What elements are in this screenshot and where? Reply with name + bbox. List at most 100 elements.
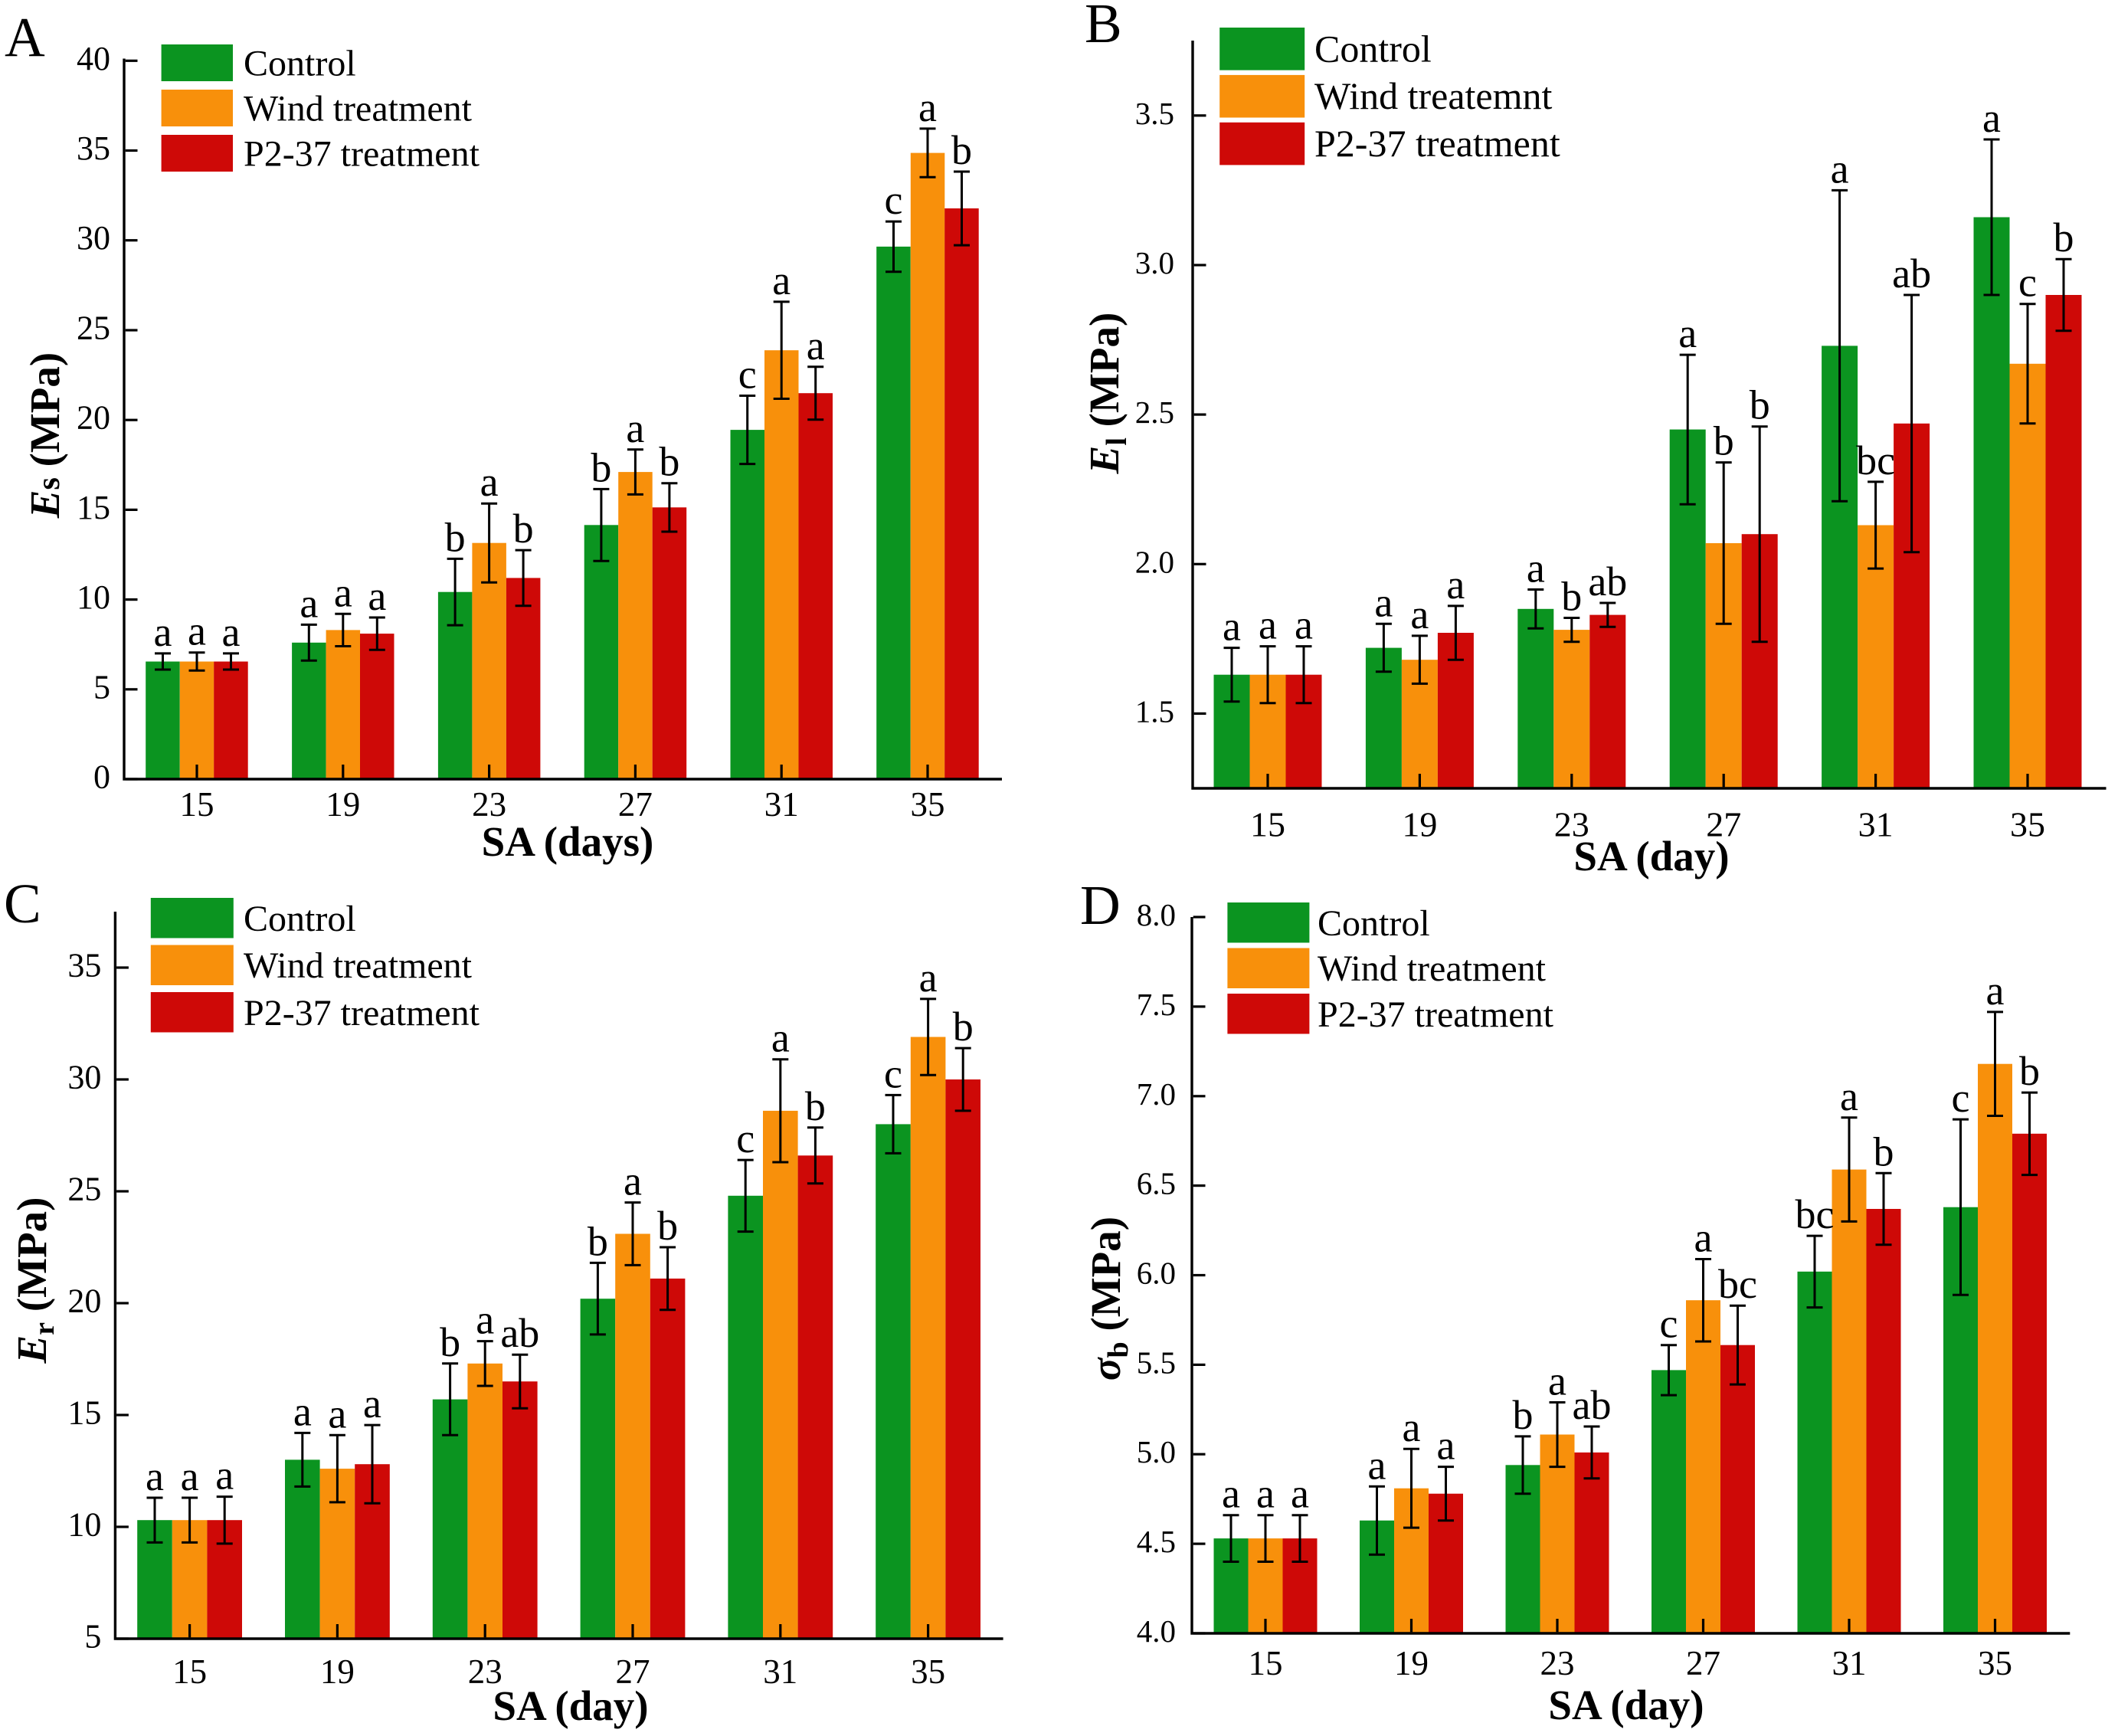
- svg-text:a: a: [334, 569, 352, 615]
- svg-text:a: a: [1840, 1073, 1858, 1119]
- svg-text:C: C: [4, 873, 41, 935]
- svg-text:6.0: 6.0: [1137, 1256, 1176, 1291]
- svg-text:19: 19: [1402, 805, 1437, 844]
- svg-text:19: 19: [320, 1652, 355, 1691]
- svg-text:a: a: [215, 1453, 234, 1499]
- svg-text:27: 27: [618, 785, 653, 824]
- svg-text:35: 35: [67, 947, 101, 984]
- svg-text:a: a: [1222, 1471, 1240, 1517]
- svg-text:3.5: 3.5: [1135, 96, 1174, 131]
- svg-text:b: b: [588, 1218, 608, 1264]
- svg-text:Control: Control: [1314, 27, 1432, 70]
- svg-text:1.5: 1.5: [1135, 693, 1174, 729]
- svg-text:25: 25: [77, 310, 110, 347]
- svg-text:b: b: [591, 444, 611, 490]
- svg-text:Wind treatment: Wind treatment: [244, 945, 473, 986]
- svg-text:a: a: [154, 609, 172, 655]
- svg-text:8.0: 8.0: [1137, 897, 1176, 932]
- svg-text:a: a: [1256, 1471, 1275, 1517]
- svg-text:Wind treatment: Wind treatment: [1318, 948, 1547, 989]
- svg-text:35: 35: [911, 785, 945, 824]
- svg-text:P2-37 treatment: P2-37 treatment: [1318, 994, 1554, 1035]
- svg-text:4.5: 4.5: [1137, 1524, 1176, 1559]
- svg-text:a: a: [1986, 968, 2005, 1014]
- svg-text:Er (MPa): Er (MPa): [8, 1197, 61, 1364]
- svg-text:a: a: [1223, 604, 1241, 650]
- svg-text:a: a: [1678, 310, 1697, 356]
- svg-text:a: a: [181, 1453, 199, 1499]
- svg-text:6.5: 6.5: [1137, 1166, 1176, 1201]
- svg-text:c: c: [2018, 260, 2037, 306]
- svg-text:c: c: [738, 352, 757, 398]
- svg-text:19: 19: [1394, 1644, 1429, 1682]
- svg-text:b: b: [657, 1203, 678, 1249]
- svg-text:SA (days): SA (days): [482, 818, 654, 865]
- svg-text:5.5: 5.5: [1137, 1345, 1176, 1380]
- svg-text:23: 23: [468, 1652, 502, 1691]
- svg-text:c: c: [884, 1050, 902, 1096]
- svg-text:a: a: [1410, 591, 1429, 637]
- svg-text:2.5: 2.5: [1135, 395, 1174, 430]
- svg-text:a: a: [1831, 146, 1849, 192]
- svg-text:a: a: [293, 1388, 312, 1434]
- svg-text:35: 35: [77, 129, 110, 167]
- svg-text:19: 19: [326, 785, 360, 824]
- svg-text:27: 27: [1706, 805, 1741, 844]
- svg-text:15: 15: [1250, 805, 1285, 844]
- svg-text:a: a: [146, 1453, 164, 1499]
- svg-text:a: a: [1403, 1404, 1421, 1450]
- svg-text:10: 10: [67, 1506, 101, 1544]
- svg-text:P2-37 treatment: P2-37 treatment: [244, 993, 480, 1033]
- svg-text:b: b: [513, 506, 534, 552]
- svg-text:b: b: [951, 127, 972, 173]
- svg-text:5.0: 5.0: [1137, 1434, 1176, 1469]
- svg-text:ab: ab: [1892, 251, 1931, 296]
- svg-text:a: a: [918, 84, 937, 130]
- svg-text:a: a: [1259, 602, 1277, 648]
- svg-text:2.0: 2.0: [1135, 544, 1174, 579]
- svg-text:a: a: [476, 1297, 494, 1343]
- svg-text:23: 23: [1554, 805, 1589, 844]
- svg-text:a: a: [222, 609, 241, 655]
- svg-text:35: 35: [2010, 805, 2045, 844]
- svg-text:c: c: [1952, 1075, 1970, 1121]
- svg-text:b: b: [1513, 1392, 1534, 1438]
- svg-text:31: 31: [763, 1652, 797, 1691]
- svg-text:a: a: [1982, 95, 2001, 141]
- svg-text:bc: bc: [1856, 437, 1895, 483]
- svg-text:bc: bc: [1718, 1261, 1757, 1307]
- svg-text:31: 31: [764, 785, 799, 824]
- svg-text:25: 25: [67, 1171, 101, 1208]
- svg-text:31: 31: [1832, 1644, 1867, 1682]
- svg-text:a: a: [1295, 602, 1313, 648]
- svg-text:Control: Control: [244, 899, 356, 939]
- svg-text:b: b: [2019, 1048, 2040, 1094]
- svg-text:a: a: [1548, 1358, 1566, 1404]
- svg-text:b: b: [659, 439, 679, 485]
- svg-text:a: a: [624, 1158, 642, 1204]
- svg-text:a: a: [1368, 1442, 1386, 1488]
- svg-text:P2-37 treatment: P2-37 treatment: [244, 134, 480, 175]
- svg-text:a: a: [626, 405, 644, 451]
- svg-text:b: b: [1561, 574, 1582, 620]
- svg-text:15: 15: [67, 1394, 101, 1432]
- svg-text:a: a: [919, 955, 938, 1001]
- svg-text:a: a: [1694, 1215, 1713, 1261]
- svg-text:5: 5: [93, 668, 110, 706]
- svg-text:4.0: 4.0: [1137, 1613, 1176, 1649]
- svg-text:b: b: [1750, 382, 1770, 428]
- svg-text:40: 40: [77, 40, 110, 77]
- svg-text:b: b: [440, 1319, 460, 1365]
- svg-text:a: a: [188, 608, 206, 654]
- svg-text:23: 23: [1540, 1644, 1575, 1682]
- svg-text:15: 15: [180, 785, 214, 824]
- svg-text:30: 30: [77, 219, 110, 257]
- svg-text:Control: Control: [244, 44, 356, 84]
- svg-text:Control: Control: [1318, 903, 1430, 944]
- svg-text:31: 31: [1858, 805, 1894, 844]
- svg-text:c: c: [885, 177, 903, 223]
- svg-text:20: 20: [77, 399, 110, 437]
- svg-text:15: 15: [77, 489, 110, 526]
- svg-text:Wind treatment: Wind treatment: [244, 89, 473, 129]
- svg-text:Wind treatemnt: Wind treatemnt: [1314, 74, 1552, 117]
